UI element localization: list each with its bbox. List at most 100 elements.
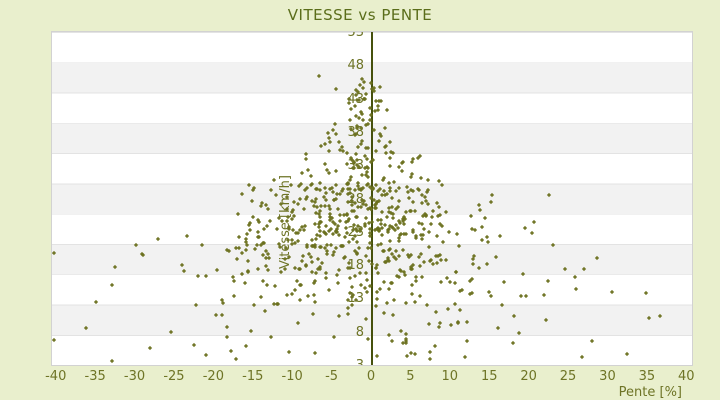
data-point <box>323 276 328 281</box>
data-point <box>448 322 453 328</box>
data-point <box>318 144 323 149</box>
data-point <box>83 325 89 330</box>
data-point <box>581 266 587 272</box>
data-point <box>284 292 289 297</box>
x-tick-label: -30 <box>123 369 146 384</box>
data-point <box>624 351 630 356</box>
data-point <box>406 195 412 200</box>
data-point <box>410 199 416 204</box>
data-point <box>398 328 404 333</box>
data-point <box>421 259 426 264</box>
data-point <box>472 228 478 233</box>
data-point <box>384 301 390 306</box>
data-point <box>336 313 342 318</box>
data-point <box>484 262 489 267</box>
data-point <box>409 291 414 297</box>
y-tick-label: 43 <box>347 91 364 107</box>
data-point <box>416 187 422 193</box>
data-point <box>255 267 261 272</box>
data-point <box>296 202 301 207</box>
data-point <box>427 321 432 326</box>
data-point <box>409 175 414 180</box>
data-point <box>347 216 352 222</box>
data-point <box>392 297 397 302</box>
x-tick-label: 10 <box>441 369 459 384</box>
data-point <box>347 240 352 245</box>
data-point <box>344 150 349 156</box>
data-point <box>453 280 458 285</box>
data-point <box>360 118 366 123</box>
data-point <box>348 117 353 122</box>
data-point <box>232 278 237 284</box>
data-point <box>250 187 255 192</box>
data-point <box>434 260 440 265</box>
data-point <box>299 181 304 186</box>
data-point <box>376 138 381 144</box>
data-point <box>433 309 438 315</box>
data-point <box>289 291 294 296</box>
data-point <box>298 197 303 202</box>
data-point <box>323 185 328 191</box>
data-point <box>374 289 379 295</box>
data-point <box>296 320 301 325</box>
data-point <box>258 295 263 300</box>
data-point <box>520 271 526 276</box>
data-point <box>574 286 579 292</box>
data-point <box>302 207 307 212</box>
data-point <box>335 206 340 212</box>
data-point <box>269 188 274 193</box>
data-point <box>420 232 426 237</box>
chart-title: VITESSE vs PENTE <box>287 6 433 24</box>
data-point <box>300 259 305 264</box>
data-point <box>383 151 388 156</box>
data-point <box>436 205 441 210</box>
data-point <box>328 139 333 145</box>
data-point <box>380 233 385 238</box>
data-point <box>326 148 331 154</box>
data-point <box>419 274 425 280</box>
data-point <box>414 274 419 279</box>
data-point <box>373 304 378 309</box>
data-point <box>444 209 449 215</box>
data-point <box>336 139 341 144</box>
data-point <box>647 316 652 321</box>
data-point <box>148 345 153 350</box>
data-point <box>400 341 405 346</box>
data-point <box>302 228 307 233</box>
data-point <box>457 244 462 249</box>
data-point <box>246 182 251 188</box>
data-point <box>359 112 365 117</box>
x-tick-label: -25 <box>163 369 185 384</box>
data-point <box>251 302 256 307</box>
data-point <box>436 178 441 184</box>
data-point <box>364 216 369 221</box>
data-point <box>381 279 386 285</box>
data-point <box>401 247 406 252</box>
data-point <box>200 242 205 247</box>
data-point <box>256 230 261 235</box>
x-tick-label: 25 <box>559 369 577 384</box>
data-point <box>387 333 392 338</box>
data-point <box>397 185 402 190</box>
data-point <box>225 335 230 340</box>
data-point <box>317 73 322 79</box>
data-point <box>390 339 395 344</box>
data-point <box>444 275 449 281</box>
data-point <box>109 358 115 363</box>
data-point <box>303 263 309 269</box>
data-point <box>220 301 226 306</box>
data-point <box>438 279 443 285</box>
data-point <box>438 212 443 217</box>
data-point <box>293 288 298 293</box>
data-point <box>301 254 306 259</box>
data-point <box>486 240 491 245</box>
data-point <box>365 278 370 283</box>
data-point <box>529 230 535 235</box>
data-point <box>94 299 99 304</box>
y-tick-label: 23 <box>347 224 364 240</box>
data-point <box>337 219 342 224</box>
data-point <box>239 272 244 277</box>
data-point <box>479 224 484 229</box>
data-point <box>453 302 458 307</box>
data-point <box>418 294 423 299</box>
